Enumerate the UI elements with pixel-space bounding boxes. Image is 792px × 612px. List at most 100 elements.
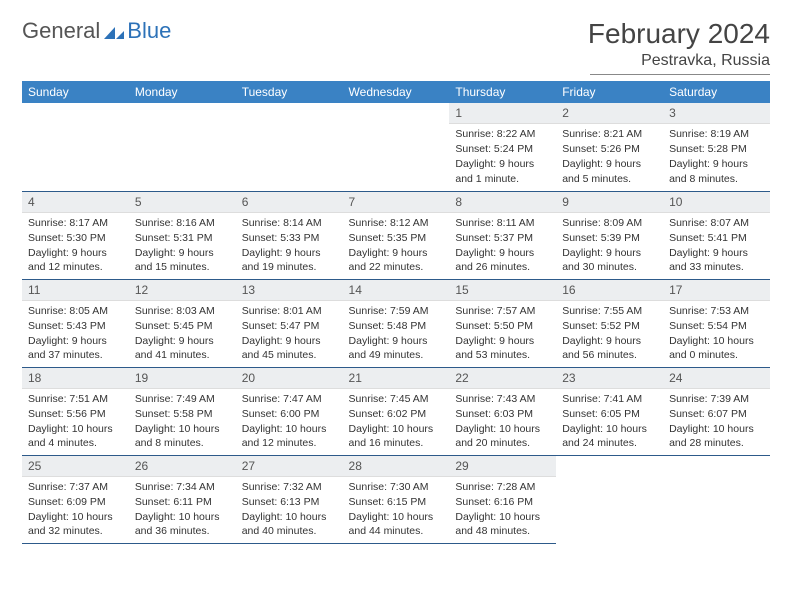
day-number: 20 bbox=[236, 368, 343, 389]
sunset-text: Sunset: 5:56 PM bbox=[28, 407, 123, 421]
day-details: Sunrise: 8:21 AMSunset: 5:26 PMDaylight:… bbox=[556, 124, 663, 190]
day-details: Sunrise: 7:34 AMSunset: 6:11 PMDaylight:… bbox=[129, 477, 236, 543]
logo-text-2: Blue bbox=[127, 18, 171, 44]
sunrise-text: Sunrise: 7:37 AM bbox=[28, 480, 123, 494]
daylight-text: Daylight: 9 hours and 8 minutes. bbox=[669, 157, 764, 185]
daylight-text: Daylight: 9 hours and 41 minutes. bbox=[135, 334, 230, 362]
daylight-text: Daylight: 9 hours and 33 minutes. bbox=[669, 246, 764, 274]
sunset-text: Sunset: 6:00 PM bbox=[242, 407, 337, 421]
calendar-cell: 11Sunrise: 8:05 AMSunset: 5:43 PMDayligh… bbox=[22, 279, 129, 367]
sunrise-text: Sunrise: 8:12 AM bbox=[349, 216, 444, 230]
daylight-text: Daylight: 10 hours and 8 minutes. bbox=[135, 422, 230, 450]
calendar-cell bbox=[236, 103, 343, 191]
weekday-header-row: SundayMondayTuesdayWednesdayThursdayFrid… bbox=[22, 81, 770, 103]
sunset-text: Sunset: 6:03 PM bbox=[455, 407, 550, 421]
day-number: 10 bbox=[663, 192, 770, 213]
daylight-text: Daylight: 9 hours and 12 minutes. bbox=[28, 246, 123, 274]
calendar-cell: 24Sunrise: 7:39 AMSunset: 6:07 PMDayligh… bbox=[663, 367, 770, 455]
day-details: Sunrise: 7:30 AMSunset: 6:15 PMDaylight:… bbox=[343, 477, 450, 543]
calendar-cell: 20 Sunrise: 7:47 AMSunset: 6:00 PMDayligh… bbox=[236, 367, 343, 455]
day-details: Sunrise: 8:16 AMSunset: 5:31 PMDaylight:… bbox=[129, 213, 236, 279]
sunrise-text: Sunrise: 7:51 AM bbox=[28, 392, 123, 406]
sunset-text: Sunset: 5:26 PM bbox=[562, 142, 657, 156]
daylight-text: Daylight: 9 hours and 45 minutes. bbox=[242, 334, 337, 362]
day-number: 15 bbox=[449, 280, 556, 301]
day-number: 28 bbox=[343, 456, 450, 477]
day-details: Sunrise: 8:09 AMSunset: 5:39 PMDaylight:… bbox=[556, 213, 663, 279]
weekday-header: Monday bbox=[129, 81, 236, 103]
sunrise-text: Sunrise: 7:34 AM bbox=[135, 480, 230, 494]
sunrise-text: Sunrise: 7:32 AM bbox=[242, 480, 337, 494]
daylight-text: Daylight: 10 hours and 12 minutes. bbox=[242, 422, 337, 450]
sunrise-text: Sunrise: 8:03 AM bbox=[135, 304, 230, 318]
weekday-header: Tuesday bbox=[236, 81, 343, 103]
sunset-text: Sunset: 5:24 PM bbox=[455, 142, 550, 156]
sunset-text: Sunset: 5:30 PM bbox=[28, 231, 123, 245]
sunrise-text: Sunrise: 8:22 AM bbox=[455, 127, 550, 141]
sunset-text: Sunset: 6:07 PM bbox=[669, 407, 764, 421]
sunset-text: Sunset: 5:47 PM bbox=[242, 319, 337, 333]
day-number: 22 bbox=[449, 368, 556, 389]
logo-mark-icon bbox=[103, 22, 125, 40]
day-details: Sunrise: 8:01 AMSunset: 5:47 PMDaylight:… bbox=[236, 301, 343, 367]
sunset-text: Sunset: 6:02 PM bbox=[349, 407, 444, 421]
calendar-cell: 2Sunrise: 8:21 AMSunset: 5:26 PMDaylight… bbox=[556, 103, 663, 191]
logo: General Blue bbox=[22, 18, 171, 44]
day-details: Sunrise: 7:57 AMSunset: 5:50 PMDaylight:… bbox=[449, 301, 556, 367]
sunrise-text: Sunrise: 8:19 AM bbox=[669, 127, 764, 141]
calendar-cell: 25Sunrise: 7:37 AMSunset: 6:09 PMDayligh… bbox=[22, 455, 129, 543]
day-number: 29 bbox=[449, 456, 556, 477]
calendar-cell: 7Sunrise: 8:12 AMSunset: 5:35 PMDaylight… bbox=[343, 191, 450, 279]
calendar-cell: 1 Sunrise: 8:22 AMSunset: 5:24 PMDaylight… bbox=[449, 103, 556, 191]
day-number: 13 bbox=[236, 280, 343, 301]
calendar-cell: 23Sunrise: 7:41 AMSunset: 6:05 PMDayligh… bbox=[556, 367, 663, 455]
daylight-text: Daylight: 9 hours and 1 minute. bbox=[455, 157, 550, 185]
sunset-text: Sunset: 5:52 PM bbox=[562, 319, 657, 333]
calendar-cell bbox=[129, 103, 236, 191]
calendar-cell: 27Sunrise: 7:32 AMSunset: 6:13 PMDayligh… bbox=[236, 455, 343, 543]
daylight-text: Daylight: 10 hours and 4 minutes. bbox=[28, 422, 123, 450]
sunset-text: Sunset: 6:05 PM bbox=[562, 407, 657, 421]
daylight-text: Daylight: 9 hours and 19 minutes. bbox=[242, 246, 337, 274]
header: General Blue February 2024 Pestravka, Ru… bbox=[22, 18, 770, 75]
day-details: Sunrise: 7:39 AMSunset: 6:07 PMDaylight:… bbox=[663, 389, 770, 455]
title-block: February 2024 Pestravka, Russia bbox=[588, 18, 770, 75]
daylight-text: Daylight: 10 hours and 0 minutes. bbox=[669, 334, 764, 362]
calendar-cell: 28Sunrise: 7:30 AMSunset: 6:15 PMDayligh… bbox=[343, 455, 450, 543]
calendar-cell: 17Sunrise: 7:53 AMSunset: 5:54 PMDayligh… bbox=[663, 279, 770, 367]
sunrise-text: Sunrise: 7:47 AM bbox=[242, 392, 337, 406]
day-details: Sunrise: 7:28 AMSunset: 6:16 PMDaylight:… bbox=[449, 477, 556, 543]
daylight-text: Daylight: 10 hours and 40 minutes. bbox=[242, 510, 337, 538]
day-number: 17 bbox=[663, 280, 770, 301]
sunrise-text: Sunrise: 8:07 AM bbox=[669, 216, 764, 230]
day-number: 19 bbox=[129, 368, 236, 389]
calendar-week-row: 11Sunrise: 8:05 AMSunset: 5:43 PMDayligh… bbox=[22, 279, 770, 367]
day-details: Sunrise: 8:14 AMSunset: 5:33 PMDaylight:… bbox=[236, 213, 343, 279]
sunset-text: Sunset: 5:28 PM bbox=[669, 142, 764, 156]
sunrise-text: Sunrise: 8:21 AM bbox=[562, 127, 657, 141]
day-number: 18 bbox=[22, 368, 129, 389]
day-details: Sunrise: 7:37 AMSunset: 6:09 PMDaylight:… bbox=[22, 477, 129, 543]
daylight-text: Daylight: 9 hours and 5 minutes. bbox=[562, 157, 657, 185]
calendar-cell: 13Sunrise: 8:01 AMSunset: 5:47 PMDayligh… bbox=[236, 279, 343, 367]
location: Pestravka, Russia bbox=[590, 52, 770, 75]
daylight-text: Daylight: 10 hours and 24 minutes. bbox=[562, 422, 657, 450]
sunset-text: Sunset: 5:35 PM bbox=[349, 231, 444, 245]
sunrise-text: Sunrise: 8:14 AM bbox=[242, 216, 337, 230]
day-number: 6 bbox=[236, 192, 343, 213]
calendar-cell: 8Sunrise: 8:11 AMSunset: 5:37 PMDaylight… bbox=[449, 191, 556, 279]
sunrise-text: Sunrise: 7:43 AM bbox=[455, 392, 550, 406]
calendar-cell: 12Sunrise: 8:03 AMSunset: 5:45 PMDayligh… bbox=[129, 279, 236, 367]
calendar-cell bbox=[663, 455, 770, 543]
day-number: 8 bbox=[449, 192, 556, 213]
day-details: Sunrise: 8:03 AMSunset: 5:45 PMDaylight:… bbox=[129, 301, 236, 367]
sunrise-text: Sunrise: 7:57 AM bbox=[455, 304, 550, 318]
day-details: Sunrise: 8:12 AMSunset: 5:35 PMDaylight:… bbox=[343, 213, 450, 279]
day-number: 2 bbox=[556, 103, 663, 124]
day-number: 1 bbox=[449, 103, 556, 124]
day-details: Sunrise: 7:51 AMSunset: 5:56 PMDaylight:… bbox=[22, 389, 129, 455]
weekday-header: Sunday bbox=[22, 81, 129, 103]
month-title: February 2024 bbox=[588, 18, 770, 50]
day-details: Sunrise: 8:11 AMSunset: 5:37 PMDaylight:… bbox=[449, 213, 556, 279]
sunset-text: Sunset: 5:54 PM bbox=[669, 319, 764, 333]
